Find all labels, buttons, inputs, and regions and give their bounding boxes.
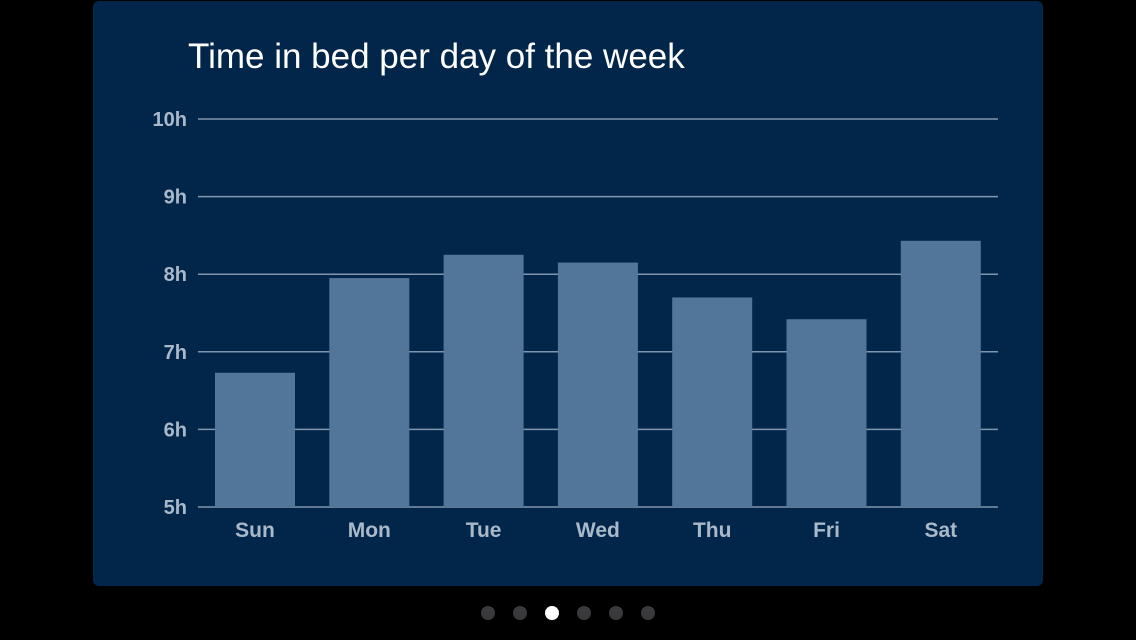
bar-chart: 5h 6h 7h 8h 9h 10h Sun Mon Tue Wed Thu Fri Sat [153,109,998,542]
page-dot[interactable] [609,606,623,620]
page-indicator[interactable] [0,604,1136,622]
y-tick-label: 7h [164,342,187,364]
x-tick-label: Sun [235,519,275,542]
y-tick-label: 9h [164,187,187,209]
x-tick-label: Mon [348,519,391,542]
bar-tue [443,254,524,507]
page-dot[interactable] [577,606,591,620]
y-tick-label: 5h [164,497,187,519]
page-dot[interactable] [513,606,527,620]
bar-wed [557,262,638,507]
y-tick-label: 10h [153,109,187,131]
bar-mon [329,278,410,507]
chart-card: Time in bed per day of the week 5h 6h 7h 8h… [93,1,1043,586]
x-tick-label: Wed [576,519,620,542]
page-dot[interactable] [545,606,559,620]
bar-fri [786,319,867,507]
x-tick-label: Tue [466,519,502,542]
page-dot[interactable] [641,606,655,620]
bar-sat [900,240,981,507]
x-tick-label: Fri [813,519,840,542]
page-dot[interactable] [481,606,495,620]
x-tick-label: Sat [924,519,957,542]
y-tick-label: 8h [164,264,187,286]
x-tick-label: Thu [693,519,731,542]
y-tick-label: 6h [164,419,187,441]
bar-sun [215,372,295,507]
chart-title: Time in bed per day of the week [188,37,685,76]
bar-thu [672,297,753,507]
